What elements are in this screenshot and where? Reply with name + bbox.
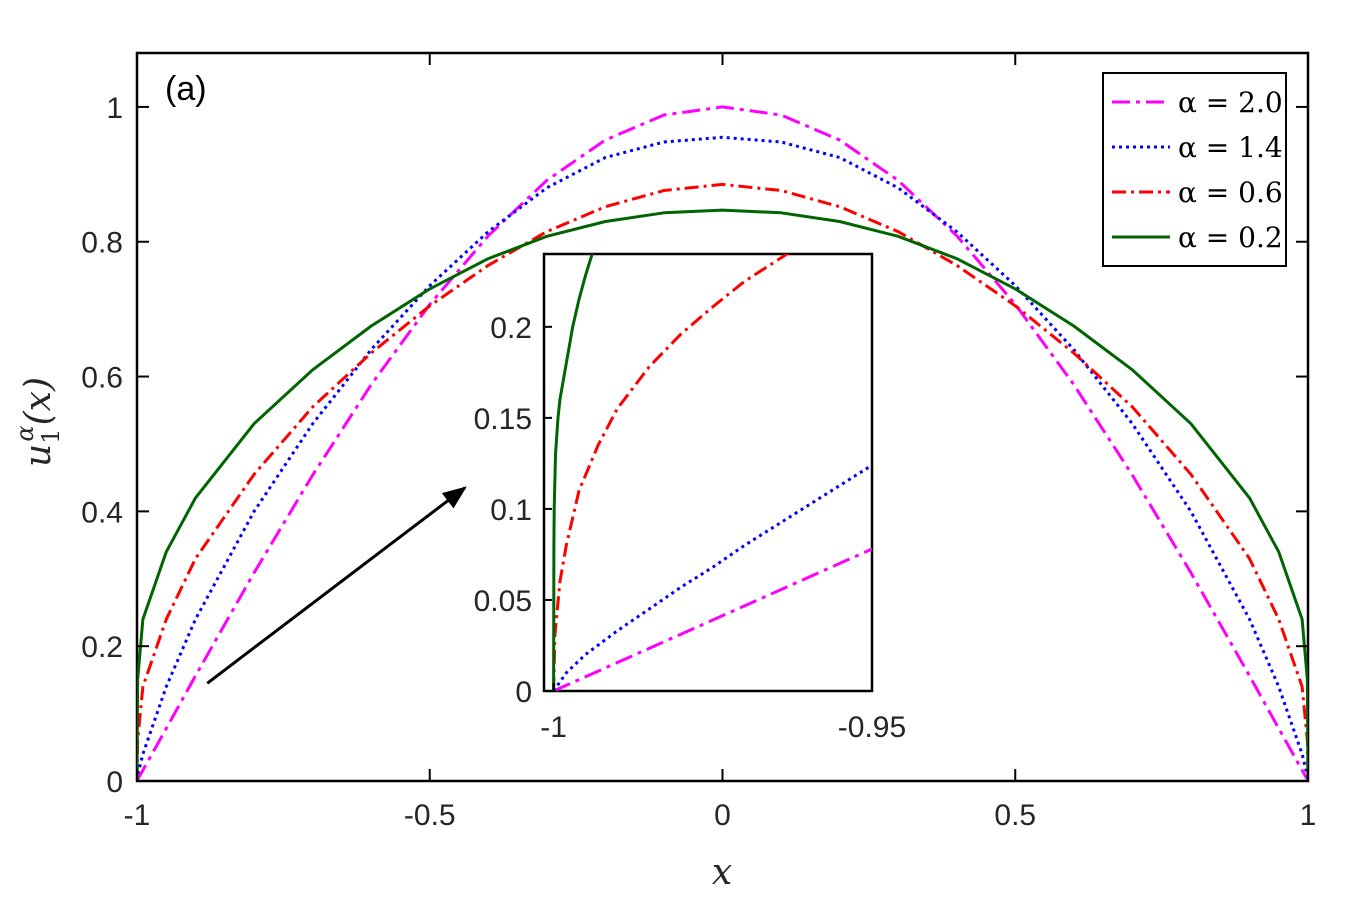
y-tick-label: 0.6 xyxy=(81,362,123,395)
legend-label: α = 0.2 xyxy=(1178,221,1283,254)
inset-y-tick-label: 0.1 xyxy=(490,494,532,527)
inset-axes-box xyxy=(542,252,874,693)
annotation-arrow xyxy=(206,486,467,685)
y-tick-label: 0 xyxy=(106,766,123,799)
x-tick-label: 0 xyxy=(714,799,731,832)
y-tick-label: 1 xyxy=(106,92,123,125)
series-line-20 xyxy=(137,105,1308,781)
legend-label: α = 0.6 xyxy=(1178,176,1283,209)
inset-plot-area: -1 -0.95 0 0.05 0.1 0.15 0.2 xyxy=(474,252,906,744)
y-tick-label: 0.2 xyxy=(81,631,123,664)
x-tick-label: -1 xyxy=(124,799,151,832)
inset-y-tick-label: 0 xyxy=(515,676,532,709)
legend: α = 2.0 α = 1.4 α = 0.6 α = 0.2 xyxy=(1102,72,1287,267)
svg-text:x: x xyxy=(712,852,732,893)
legend-label: α = 1.4 xyxy=(1178,131,1283,164)
inset-x-tick-label: -0.95 xyxy=(838,711,906,744)
x-tick-label: -0.5 xyxy=(404,799,456,832)
series-line-14 xyxy=(137,135,1308,781)
inset-x-tick-label: -1 xyxy=(540,711,567,744)
inset-y-tick-label: 0.2 xyxy=(490,312,532,345)
inset-series-line-20 xyxy=(552,547,872,691)
inset-series-line-14 xyxy=(552,463,872,691)
y-tick-label: 0.4 xyxy=(81,496,123,529)
inset-series-line-06 xyxy=(552,254,790,691)
y-tick-label: 0.8 xyxy=(81,227,123,260)
series-line-02 xyxy=(137,208,1308,781)
legend-box xyxy=(1102,72,1287,267)
inset-series-line-02 xyxy=(552,254,594,691)
y-axis-label-arg: (x) xyxy=(18,377,59,425)
y-axis-label-sub: 1 xyxy=(37,429,65,444)
y-axis-label-base: u xyxy=(18,444,59,467)
x-tick-label: 0.5 xyxy=(994,799,1036,832)
inset-y-tick-label: 0.15 xyxy=(474,403,532,436)
inset-y-tick-label: 0.05 xyxy=(474,585,532,618)
series-line-06 xyxy=(137,182,1308,781)
y-axis-label: u1α(x) xyxy=(11,377,65,467)
x-tick-label: 1 xyxy=(1300,799,1317,832)
legend-label: α = 2.0 xyxy=(1178,86,1283,119)
x-axis-label: x xyxy=(712,852,732,893)
panel-label: (a) xyxy=(165,70,207,108)
svg-text:u1α(x): u1α(x) xyxy=(11,377,65,467)
y-axis-label-sup: α xyxy=(11,425,39,441)
